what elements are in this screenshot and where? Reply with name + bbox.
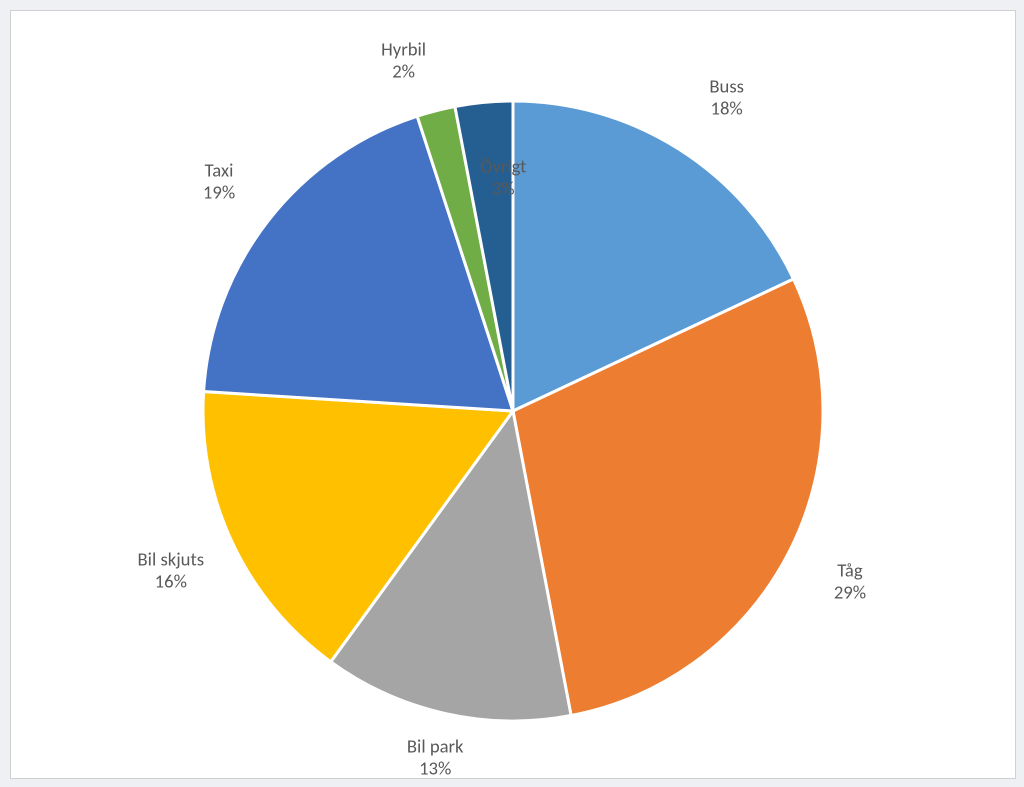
slice-label-percent: 2%	[381, 62, 426, 84]
slice-label-taxi: Taxi19%	[203, 161, 235, 206]
slice-label-percent: 3%	[480, 179, 526, 201]
slice-label-percent: 13%	[407, 759, 464, 781]
chart-frame: Buss18% Tåg29% Bil park13% Bil skjuts16% Tax…	[10, 10, 1016, 779]
slice-label-percent: 19%	[203, 183, 235, 205]
slice-label-tåg: Tåg29%	[834, 560, 866, 605]
slice-label-buss: Buss18%	[709, 77, 744, 122]
slice-label-name: Övrigt	[480, 156, 526, 178]
pie-svg	[11, 11, 1015, 778]
pie-chart: Buss18% Tåg29% Bil park13% Bil skjuts16% Tax…	[11, 11, 1015, 778]
slice-label-percent: 18%	[709, 99, 744, 121]
slice-label-name: Hyrbil	[381, 40, 426, 62]
slice-label-bil-skjuts: Bil skjuts16%	[138, 550, 205, 595]
slice-label-name: Bil skjuts	[138, 550, 205, 572]
slice-label-name: Bil park	[407, 737, 464, 759]
slice-label-övrigt: Övrigt3%	[480, 156, 526, 201]
slice-label-name: Taxi	[203, 161, 235, 183]
slice-label-name: Buss	[709, 77, 744, 99]
slice-label-percent: 29%	[834, 583, 866, 605]
slice-label-hyrbil: Hyrbil2%	[381, 40, 426, 85]
slice-label-bil-park: Bil park13%	[407, 737, 464, 782]
slice-label-name: Tåg	[834, 560, 866, 582]
slice-label-percent: 16%	[138, 572, 205, 594]
